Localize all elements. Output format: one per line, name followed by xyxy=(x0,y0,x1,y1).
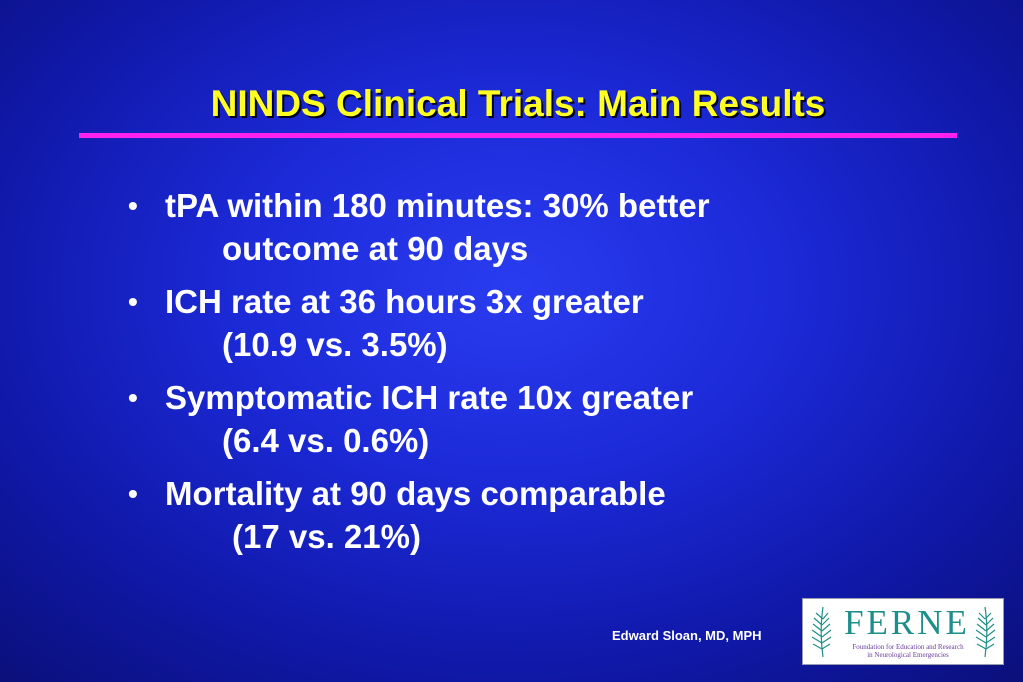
bullet-subtext: (10.9 vs. 3.5%) xyxy=(222,326,448,363)
bullet-icon: • xyxy=(128,286,138,317)
bullet-item: • Symptomatic ICH rate 10x greater (6.4 … xyxy=(128,376,710,462)
bullet-text: Mortality at 90 days comparable xyxy=(165,475,666,512)
bullet-subtext: outcome at 90 days xyxy=(222,230,529,267)
bullet-text: Symptomatic ICH rate 10x greater xyxy=(165,379,694,416)
logo-subtitle-line1: Foundation for Education and Research xyxy=(852,643,964,651)
logo-subtitle-line2: in Neurological Emergencies xyxy=(867,651,949,659)
author-credit: Edward Sloan, MD, MPH xyxy=(612,628,762,643)
bullet-text: tPA within 180 minutes: 30% better xyxy=(165,187,710,224)
title-underline xyxy=(79,133,957,138)
bullet-item: • Mortality at 90 days comparable (17 vs… xyxy=(128,472,710,558)
bullet-icon: • xyxy=(128,190,138,221)
bullet-icon: • xyxy=(128,478,138,509)
bullet-item: • ICH rate at 36 hours 3x greater (10.9 … xyxy=(128,280,710,366)
ferne-logo: FERNE Foundation for Education and Resea… xyxy=(802,598,1004,665)
bullet-icon: • xyxy=(128,382,138,413)
bullet-item: • tPA within 180 minutes: 30% better out… xyxy=(128,184,710,270)
bullet-text: ICH rate at 36 hours 3x greater xyxy=(165,283,644,320)
bullet-subtext: (6.4 vs. 0.6%) xyxy=(222,422,430,459)
fern-leaf-icon xyxy=(811,606,996,658)
slide-title: NINDS Clinical Trials: Main Results xyxy=(210,83,826,124)
bullet-list: • tPA within 180 minutes: 30% better out… xyxy=(128,184,710,568)
bullet-subtext: (17 vs. 21%) xyxy=(232,518,421,555)
logo-wordmark: FERNE xyxy=(844,603,970,642)
